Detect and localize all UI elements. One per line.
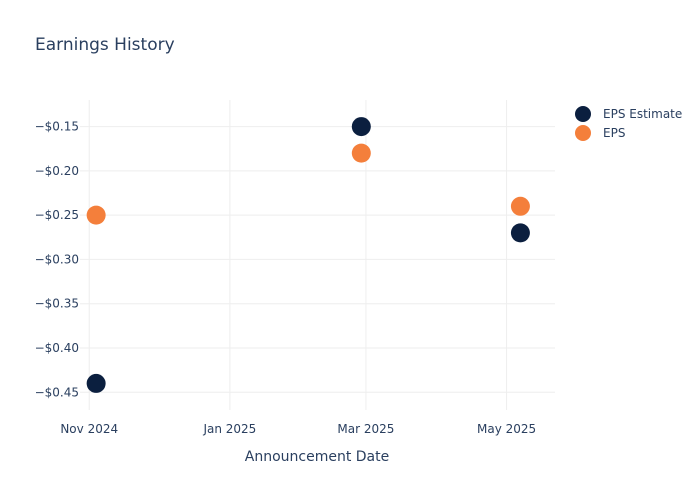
y-tick-label: −$0.20 [35, 164, 79, 178]
eps-estimate-point[interactable] [510, 223, 530, 243]
x-axis-ticks: Nov 2024 Jan 2025 Mar 2025 May 2025 [60, 422, 536, 436]
eps-point[interactable] [510, 196, 530, 216]
y-tick-label: −$0.15 [35, 120, 79, 134]
x-tick-label: Jan 2025 [202, 422, 256, 436]
y-tick-label: −$0.45 [35, 385, 79, 399]
legend-item-eps[interactable]: EPS [575, 125, 625, 141]
x-tick-label: Nov 2024 [60, 422, 118, 436]
legend-label: EPS Estimate [603, 107, 682, 121]
x-tick-label: Mar 2025 [337, 422, 394, 436]
eps-point[interactable] [351, 143, 371, 163]
y-tick-label: −$0.30 [35, 252, 79, 266]
legend-marker [575, 106, 591, 122]
x-axis-title: Announcement Date [245, 449, 389, 465]
eps-point[interactable] [86, 205, 106, 225]
legend-marker [575, 125, 591, 141]
eps-estimate-point[interactable] [351, 117, 371, 137]
x-tick-label: May 2025 [477, 422, 536, 436]
y-axis-ticks: −$0.15 −$0.20 −$0.25 −$0.30 −$0.35 −$0.40 −$0.… [35, 120, 79, 400]
legend-item-eps-estimate[interactable]: EPS Estimate [575, 106, 682, 122]
legend-label: EPS [603, 126, 625, 140]
y-tick-label: −$0.40 [35, 341, 79, 355]
y-tick-label: −$0.35 [35, 297, 79, 311]
eps-estimate-point[interactable] [86, 373, 106, 393]
y-tick-label: −$0.25 [35, 208, 79, 222]
data-points [86, 117, 530, 393]
chart-title: Earnings History [35, 35, 175, 55]
grid-layer [80, 100, 555, 410]
legend[interactable]: EPS Estimate EPS [575, 106, 682, 141]
